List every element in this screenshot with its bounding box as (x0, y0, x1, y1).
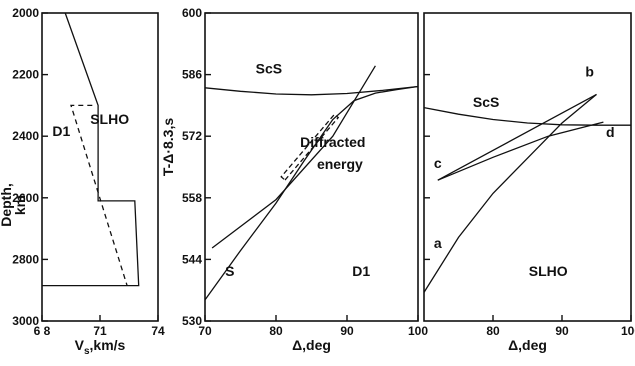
annotation-d: d (606, 124, 615, 140)
y-axis-unit: km (12, 195, 28, 215)
x-tick-label: 71 (93, 324, 107, 338)
series-scs (204, 85, 419, 96)
panel-traveltime-d1: 70 80 90 100 530 544 558 572 586 600 ScS Diffracted… (160, 6, 428, 353)
y-axis-label: Depth, (0, 183, 14, 227)
annotation-d1: D1 (352, 263, 370, 279)
series-c-d (437, 121, 604, 181)
x-axis-label: Vs,km/s (75, 337, 126, 357)
annotation-c: c (434, 155, 442, 171)
annotation-a: a (434, 235, 442, 251)
annotation-b: b (585, 63, 594, 79)
x-tick-label: 100 (621, 324, 635, 338)
annotation-slho: SLHO (529, 263, 568, 279)
y-tick-label: 600 (182, 6, 202, 20)
annotation-d1: D1 (52, 123, 70, 139)
annotation-scs: ScS (256, 61, 282, 77)
x-tick-label: 80 (269, 324, 283, 338)
annotation-diffracted: Diffracted (300, 134, 365, 150)
y-tick-label: 586 (182, 68, 202, 82)
y-tick-label: 2000 (12, 6, 39, 20)
y-tick-label: 2200 (12, 68, 39, 82)
panel-traveltime-slho: 80 90 100 ScS b d c a SLHO Δ,deg (423, 12, 635, 353)
x-tick-label: 74 (151, 324, 165, 338)
series-a-b (423, 93, 597, 293)
series-s (204, 85, 419, 301)
annotation-slho: SLHO (90, 111, 129, 127)
x-tick-label: 80 (486, 324, 500, 338)
y-tick-label: 2800 (12, 252, 39, 266)
series-diffracted-energy (280, 113, 340, 181)
y-tick-label: 2600 (12, 191, 39, 205)
plot-frame (204, 12, 419, 322)
panel-velocity-profile: 6 8 71 74 2000 2200 2400 2600 2800 3000 D1 SLHO Vs,… (0, 6, 165, 357)
x-tick-label: 6 8 (34, 324, 51, 338)
series-s-branch (211, 65, 376, 249)
series-c-b (437, 93, 597, 181)
y-tick-label: 544 (182, 252, 202, 266)
x-axis-label: Δ,deg (292, 337, 331, 353)
x-axis-label: Δ,deg (508, 337, 547, 353)
series-slho (42, 12, 140, 287)
annotation-scs: ScS (473, 94, 499, 110)
y-tick-label: 530 (182, 314, 202, 328)
y-tick-label: 558 (182, 191, 202, 205)
y-tick-label: 572 (182, 129, 202, 143)
y-tick-label: 2400 (12, 129, 39, 143)
x-tick-label: 90 (555, 324, 569, 338)
x-tick-label: 100 (408, 324, 428, 338)
annotation-energy: energy (317, 156, 363, 172)
x-tick-label: 90 (340, 324, 354, 338)
x-tick-label: 70 (198, 324, 212, 338)
series-d1 (70, 104, 128, 286)
y-tick-label: 3000 (12, 314, 39, 328)
series-scs (423, 106, 631, 126)
plot-frame (423, 12, 632, 322)
plot-frame (41, 12, 159, 322)
y-axis-label: T-Δ·8.3,s (160, 118, 176, 177)
annotation-s: S (225, 263, 234, 279)
